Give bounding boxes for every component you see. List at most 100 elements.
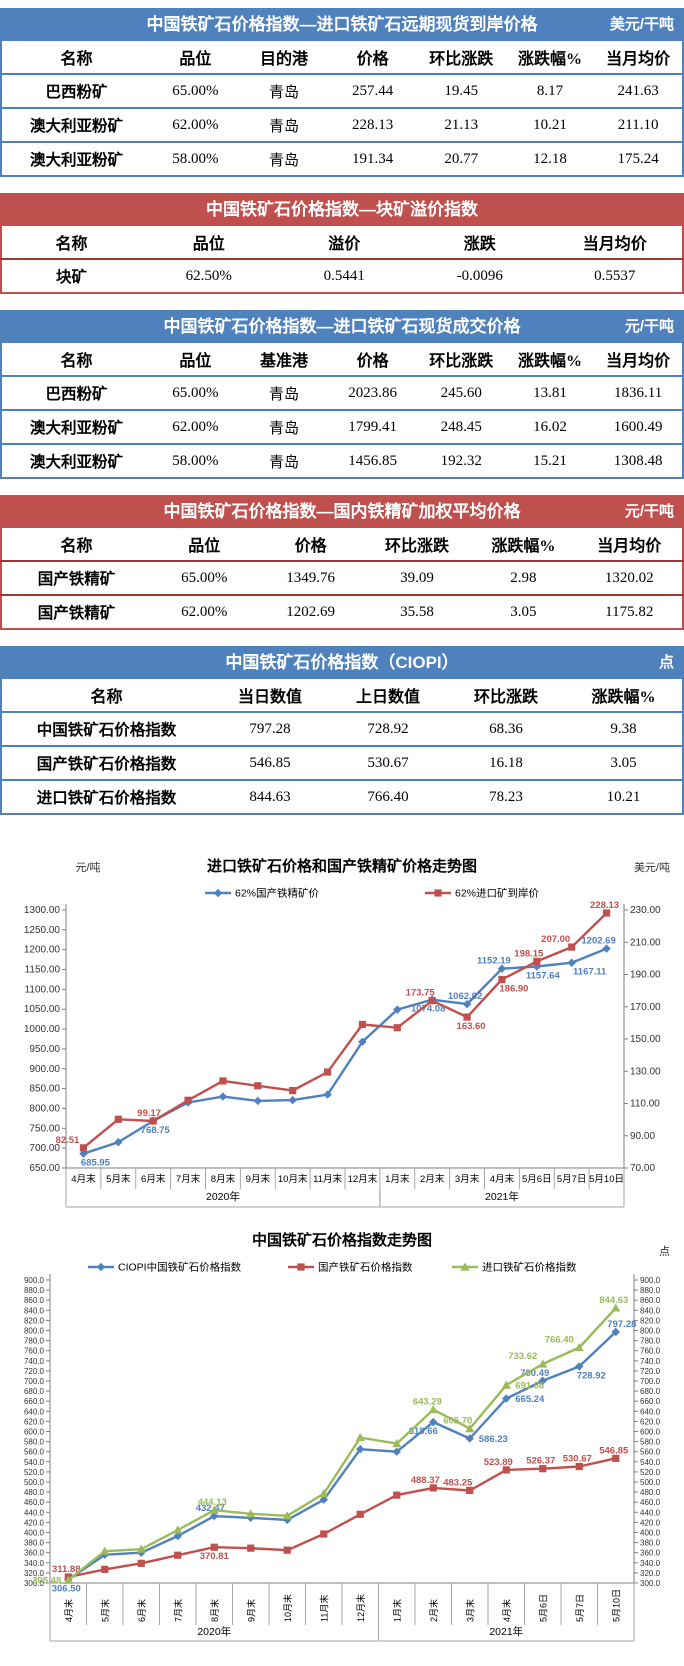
x-tick-label: 5月末	[99, 1599, 110, 1622]
table-grid: 名称 品位 基准港 价格 环比涨跌 涨跌幅% 当月均价 巴西粉矿 65.00% 青岛 2023.86…	[0, 343, 684, 479]
y-tick-label: 460.0	[640, 1498, 661, 1507]
table-row: 块矿 62.50% 0.5441 -0.0096 0.5537	[1, 259, 683, 293]
y-tick-label: 760.0	[640, 1347, 661, 1356]
series-line	[67, 1331, 617, 1581]
header-row: 名称 品位 溢价 涨跌 当月均价	[1, 226, 683, 259]
data-label: 488.37	[411, 1475, 440, 1486]
table-row: 澳大利亚粉矿 62.00% 青岛 1799.41 248.45 16.02 1600.49	[1, 410, 683, 444]
data-label: 526.37	[526, 1456, 555, 1467]
cell: 21.13	[444, 116, 479, 133]
y-tick-label: 580.0	[24, 1438, 45, 1447]
data-label: 691.86	[515, 1381, 544, 1392]
cell: 68.36	[489, 720, 523, 737]
y-tick-label: 360.0	[640, 1549, 661, 1558]
data-label: 685.95	[81, 1158, 111, 1169]
x-tick-label: 5月7日	[575, 1594, 585, 1622]
y-tick-label: 800.0	[24, 1327, 45, 1336]
y-tick-label: 90.00	[630, 1131, 655, 1142]
x-tick-label: 7月末	[176, 1173, 201, 1185]
x-tick-label: 5月7日	[557, 1174, 587, 1185]
y-tick-label: 640.0	[640, 1407, 661, 1416]
cell: 58.00%	[172, 452, 219, 469]
cell: 65.00%	[172, 384, 219, 401]
x-tick-label: 9月末	[245, 1599, 256, 1622]
cell: 澳大利亚粉矿	[29, 420, 123, 437]
cell: 248.45	[440, 418, 482, 435]
y-tick-label: 900.00	[29, 1064, 60, 1075]
y-tick-label: 600.0	[640, 1428, 661, 1437]
y-tick-label: 1200.00	[24, 945, 61, 956]
y-tick-label: 620.0	[24, 1417, 45, 1426]
table-row: 国产铁矿石价格指数 546.85 530.67 16.18 3.05	[1, 746, 683, 780]
table-title-bar: 中国铁矿石价格指数—进口铁矿石远期现货到岸价格 美元/干吨	[0, 8, 684, 41]
cell: 青岛	[268, 152, 299, 169]
data-label: 728.92	[577, 1370, 606, 1381]
column-header: 品位	[179, 51, 212, 68]
data-label: 99.17	[137, 1108, 161, 1119]
y-tick-label: 780.0	[640, 1337, 661, 1346]
series-square: 311.88 370.81 488.37 483.25 523.89 526.37 530.…	[52, 1445, 629, 1581]
y-tick-label: 600.0	[24, 1428, 45, 1437]
y-tick-label: 1100.00	[25, 984, 61, 995]
y-tick-label: 680.0	[24, 1387, 45, 1396]
x-tick-label: 9月末	[246, 1173, 271, 1185]
data-label: 207.00	[541, 934, 570, 945]
y-tick-label: 620.0	[640, 1417, 661, 1426]
data-label: 586.23	[479, 1434, 508, 1445]
y-tick-label: 340.0	[640, 1559, 661, 1568]
y-tick-label: 190.00	[630, 970, 661, 981]
y-tick-label: 900.0	[640, 1276, 661, 1285]
y-axis-right: 70.00 90.00 110.00 130.00 150.00 170.00 190.00…	[624, 905, 661, 1174]
y-tick-label: 500.0	[24, 1478, 45, 1487]
x-tick-label: 4月末	[71, 1173, 96, 1185]
column-header: 名称	[55, 236, 88, 253]
chart-title: 中国铁矿石价格指数走势图	[252, 1231, 432, 1249]
column-header: 价格	[294, 538, 327, 555]
x-tick-label: 5月10日	[589, 1174, 624, 1185]
y-tick-label: 950.00	[29, 1044, 60, 1055]
column-header: 价格	[356, 353, 389, 370]
cell: 1308.48	[613, 452, 663, 469]
data-label: 733.62	[508, 1351, 537, 1362]
y-tick-label: 130.00	[630, 1066, 661, 1077]
table-unit: 美元/干吨	[609, 16, 674, 33]
cell: 797.28	[249, 720, 291, 737]
y-tick-label: 760.0	[24, 1347, 45, 1356]
y-tick-label: 420.0	[640, 1518, 661, 1527]
x-tick-label: 10月末	[278, 1173, 308, 1185]
cell: 13.81	[533, 384, 567, 401]
column-header: 涨跌幅%	[491, 538, 556, 555]
year-group-label: 2020年	[206, 1190, 240, 1203]
data-label: 700.49	[520, 1368, 549, 1379]
cell: 15.21	[533, 452, 567, 469]
column-header: 溢价	[328, 236, 361, 253]
y-tick-label: 650.00	[29, 1163, 60, 1174]
cell: 3.05	[610, 754, 637, 771]
y-axis-left: 650.00 700.00 750.00 800.00 850.00 900.00 950.…	[24, 905, 66, 1174]
y-tick-label: 1150.00	[25, 965, 61, 976]
column-header: 目的港	[259, 51, 308, 68]
x-tick-label: 5月10日	[611, 1589, 621, 1622]
cell: 175.24	[617, 150, 659, 167]
table-title: 中国铁矿石价格指数—块矿溢价指数	[206, 200, 478, 219]
data-label: 1074.08	[411, 1004, 445, 1015]
x-tick-label: 1月末	[391, 1599, 402, 1622]
header-row: 名称 品位 目的港 价格 环比涨跌 涨跌幅% 当月均价	[1, 41, 683, 74]
y-tick-label: 820.0	[640, 1316, 661, 1325]
cell: 10.21	[533, 116, 567, 133]
table-domestic-concentrate-avg-price: 中国铁矿石价格指数—国内铁精矿加权平均价格 元/干吨 名称 品位 价格 环比涨跌 涨跌幅…	[0, 495, 684, 630]
data-label: 1157.64	[526, 971, 561, 982]
y-tick-label: 880.0	[640, 1286, 661, 1295]
column-header: 涨跌幅%	[591, 689, 656, 706]
y-tick-label: 320.0	[24, 1569, 45, 1578]
column-header: 涨跌幅%	[517, 353, 582, 370]
column-header: 品位	[179, 353, 212, 370]
table-title-bar: 中国铁矿石价格指数—国内铁精矿加权平均价格 元/干吨	[0, 495, 684, 528]
table-row: 国产铁精矿 62.00% 1202.69 35.58 3.05 1175.82	[1, 595, 683, 629]
y-tick-label: 380.0	[24, 1539, 45, 1548]
x-tick-label: 5月6日	[538, 1594, 548, 1622]
data-label: 370.81	[200, 1551, 230, 1562]
chart-legend: CIOPI中国铁矿石价格指数 国产铁矿石价格指数 进口铁矿石价格指数	[88, 1261, 577, 1274]
